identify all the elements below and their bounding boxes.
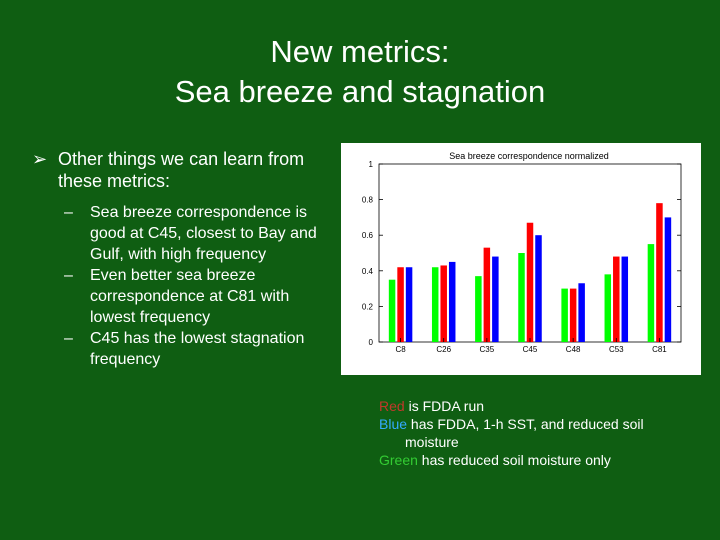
x-tick-label: C45 <box>523 345 538 354</box>
bar <box>621 256 629 342</box>
bar <box>440 265 447 342</box>
bullet-list: ➢ Other things we can learn from these m… <box>32 148 332 370</box>
x-tick-label: C53 <box>609 345 624 354</box>
y-tick-label: 0.4 <box>362 267 374 276</box>
bar <box>431 267 439 342</box>
bar <box>604 274 612 342</box>
sub-bullet-text: Even better sea breeze correspondence at… <box>90 267 290 326</box>
sub-bullet-list: – Sea breeze correspondence is good at C… <box>32 202 332 370</box>
bar <box>535 235 542 342</box>
title-line-1: New metrics: <box>270 34 450 69</box>
y-tick-label: 0.6 <box>362 231 374 240</box>
legend-blue-text: has FDDA, 1-h SST, and reduced soil <box>407 416 644 432</box>
x-tick-label: C26 <box>436 345 451 354</box>
bar <box>483 247 491 342</box>
legend-blue-continued: moisture <box>405 434 459 450</box>
bar <box>388 279 396 342</box>
dash-bullet-icon: – <box>64 204 73 221</box>
bar <box>492 256 499 342</box>
y-tick-label: 0 <box>369 338 374 347</box>
x-tick-label: C81 <box>652 345 667 354</box>
legend-green: Green has reduced soil moisture only <box>379 451 709 469</box>
bar <box>569 288 577 342</box>
sub-bullet-2: – Even better sea breeze correspondence … <box>32 265 332 328</box>
legend-green-text: has reduced soil moisture only <box>417 452 611 468</box>
main-bullet: ➢ Other things we can learn from these m… <box>32 148 332 192</box>
title-line-2: Sea breeze and stagnation <box>174 74 546 109</box>
slide-title: New metrics: Sea breeze and stagnation <box>60 32 660 112</box>
sub-bullet-text: C45 has the lowest stagnation frequency <box>90 330 305 368</box>
bar <box>518 253 525 342</box>
bar <box>613 256 620 342</box>
bar <box>664 217 672 342</box>
bar <box>578 283 585 342</box>
chart-svg: Sea breeze correspondence normalized 0 0.… <box>362 151 682 354</box>
legend-blue: Blue has FDDA, 1-h SST, and reduced soil <box>379 415 709 433</box>
main-bullet-text: Other things we can learn from these met… <box>58 149 305 191</box>
legend-red-text: is FDDA run <box>404 398 485 414</box>
legend-green-word: Green <box>379 452 418 468</box>
arrow-bullet-icon: ➢ <box>32 149 48 169</box>
bar <box>475 276 482 342</box>
dash-bullet-icon: – <box>64 330 73 347</box>
bar <box>526 222 534 342</box>
sub-bullet-1: – Sea breeze correspondence is good at C… <box>32 202 332 265</box>
legend-blue-word: Blue <box>379 416 408 432</box>
legend-red: Red is FDDA run <box>379 397 709 415</box>
chart-legend: Red is FDDA run Blue has FDDA, 1-h SST, … <box>379 397 709 469</box>
legend-red-word: Red <box>379 398 405 414</box>
bar <box>397 267 404 342</box>
chart-title: Sea breeze correspondence normalized <box>449 151 609 161</box>
bar-chart: Sea breeze correspondence normalized 0 0.… <box>341 143 701 375</box>
bar <box>561 288 568 342</box>
x-tick-label: C35 <box>480 345 495 354</box>
x-tick-label: C48 <box>566 345 581 354</box>
dash-bullet-icon: – <box>64 267 73 284</box>
bar <box>448 261 456 342</box>
x-tick-label: C8 <box>395 345 406 354</box>
bar <box>656 203 663 342</box>
sub-bullet-text: Sea breeze correspondence is good at C45… <box>90 204 317 263</box>
y-tick-label: 0.8 <box>362 196 374 205</box>
bar <box>405 267 413 342</box>
sub-bullet-3: – C45 has the lowest stagnation frequenc… <box>32 328 332 370</box>
y-tick-label: 0.2 <box>362 302 374 311</box>
y-tick-label: 1 <box>369 160 374 169</box>
bar <box>647 244 655 342</box>
